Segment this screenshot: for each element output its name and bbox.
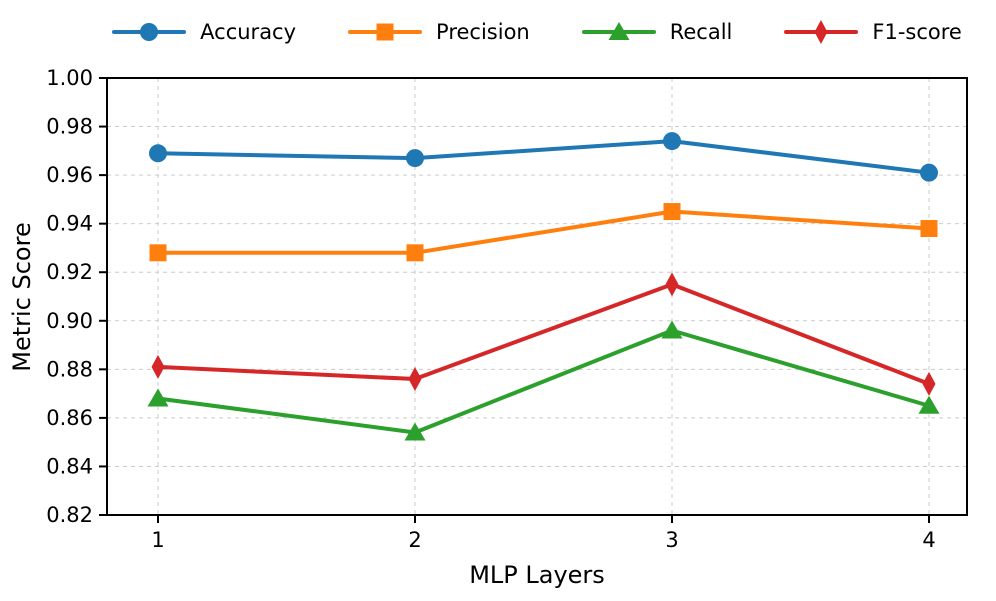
y-tick-label: 0.84 [46, 454, 93, 478]
data-point-f1-score [922, 371, 936, 396]
legend-label: Precision [436, 20, 530, 44]
data-point-f1-score [665, 272, 679, 297]
chart-legend: Accuracy Precision Recall F1-score [107, 10, 967, 54]
data-point-recall [404, 422, 426, 441]
y-tick-label: 0.86 [46, 406, 93, 430]
legend-marker [814, 20, 828, 44]
legend-marker [376, 23, 394, 41]
y-axis-label: Metric Score [8, 222, 36, 371]
y-tick-label: 0.88 [46, 357, 93, 381]
x-axis-label: MLP Layers [469, 561, 605, 589]
y-tick-label: 0.90 [46, 309, 93, 333]
data-point-recall [661, 320, 683, 339]
series-line-precision [156, 209, 931, 255]
legend-item-f1-score: F1-score [784, 18, 962, 46]
series-group [147, 132, 940, 441]
x-tick-label: 2 [408, 528, 421, 552]
data-point-f1-score [408, 367, 422, 392]
data-point-accuracy [663, 132, 681, 151]
data-point-accuracy [149, 144, 167, 163]
data-point-accuracy [920, 163, 938, 182]
legend-marker [608, 22, 630, 40]
data-point-recall [147, 388, 169, 407]
y-tick-label: 0.82 [46, 503, 93, 527]
series-line-accuracy [156, 139, 931, 175]
legend-label: Recall [669, 20, 733, 44]
data-point-precision [663, 203, 681, 221]
y-tick-label: 0.98 [46, 115, 93, 139]
legend-label: Accuracy [200, 20, 297, 44]
legend-marker-circle-icon [112, 23, 187, 41]
y-tick-label: 0.94 [46, 212, 93, 236]
series-line-f1-score [156, 282, 931, 386]
y-tick-label: 0.96 [46, 163, 93, 187]
data-point-f1-score [151, 354, 165, 379]
x-tick-label: 1 [151, 528, 164, 552]
legend-item-precision: Precision [348, 18, 530, 46]
plot-border [106, 77, 968, 516]
legend-marker-diamond-icon [784, 20, 859, 44]
x-tick-label: 3 [665, 528, 678, 552]
axes-group: 0.82 0.84 0.86 0.88 0.90 0.92 0.94 0.96 0.98 1.00… [46, 66, 968, 552]
x-tick-label: 4 [922, 528, 935, 552]
legend-marker [140, 23, 159, 41]
data-point-precision [406, 244, 424, 262]
data-point-precision [149, 244, 167, 262]
grid-group [107, 77, 967, 516]
data-point-precision [920, 220, 938, 238]
data-point-recall [918, 395, 940, 414]
legend-item-accuracy: Accuracy [112, 18, 296, 46]
legend-marker-triangle-icon [581, 22, 656, 40]
legend-marker-square-icon [348, 23, 423, 41]
data-point-accuracy [406, 149, 424, 168]
legend-item-recall: Recall [581, 18, 733, 46]
series-line-recall [156, 328, 931, 435]
y-tick-label: 0.92 [46, 260, 93, 284]
legend-label: F1-score [872, 20, 962, 44]
y-tick-label: 1.00 [46, 66, 93, 90]
